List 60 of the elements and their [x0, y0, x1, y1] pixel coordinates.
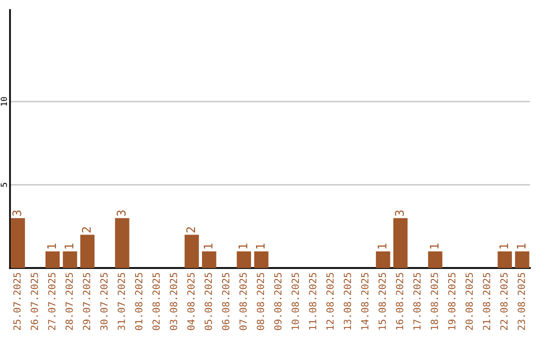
x-tick-label: 12.08.2025 — [326, 272, 334, 330]
bar — [115, 218, 130, 268]
x-tick-label: 17.08.2025 — [413, 272, 421, 330]
x-tick-label: 08.08.2025 — [256, 272, 264, 330]
data-label: 3 — [12, 210, 22, 216]
x-tick-label: 14.08.2025 — [361, 272, 368, 330]
x-tick-label: 21.08.2025 — [482, 272, 490, 330]
data-label: 1 — [499, 244, 508, 249]
x-tick-label: 09.08.2025 — [274, 272, 282, 330]
bar — [80, 234, 95, 268]
bar — [62, 251, 78, 268]
x-tick-label: 15.08.2025 — [378, 272, 386, 330]
x-tick-label: 23.08.2025 — [518, 272, 526, 330]
data-label: 1 — [378, 244, 386, 249]
bar — [393, 218, 408, 268]
y-tick-label: 10 — [0, 97, 7, 106]
data-label: 1 — [238, 244, 248, 249]
y-tick-label: 5 — [0, 182, 7, 187]
x-tick-label: 30.07.2025 — [100, 272, 108, 330]
data-label: 1 — [64, 244, 74, 249]
bar — [376, 251, 390, 268]
bar — [254, 251, 268, 268]
x-tick-label: 06.08.2025 — [222, 272, 230, 330]
x-tick-label: 07.08.2025 — [239, 272, 247, 330]
data-label: 1 — [256, 244, 265, 249]
data-label: 1 — [47, 244, 56, 249]
x-tick-label: 31.07.2025 — [118, 272, 126, 330]
x-tick-label: 01.08.2025 — [135, 272, 142, 330]
x-tick-label: 05.08.2025 — [204, 272, 212, 330]
data-label: 1 — [204, 244, 212, 249]
bar — [202, 251, 216, 268]
bar — [10, 218, 25, 268]
x-tick-label: 04.08.2025 — [187, 272, 195, 330]
x-tick-label: 11.08.2025 — [308, 272, 316, 330]
data-label: 1 — [516, 244, 526, 249]
data-label: 2 — [186, 227, 196, 232]
data-label: 3 — [394, 210, 404, 216]
x-tick-label: 29.07.2025 — [82, 272, 90, 330]
data-label: 1 — [430, 244, 439, 249]
bar — [498, 251, 512, 268]
x-tick-label: 22.08.2025 — [500, 272, 508, 330]
x-tick-label: 27.07.2025 — [48, 272, 56, 330]
bar — [184, 234, 199, 268]
data-label: 2 — [82, 227, 91, 232]
data-label: 3 — [116, 210, 126, 216]
bar — [428, 251, 442, 268]
bar — [236, 251, 252, 268]
x-tick-label: 26.07.2025 — [30, 272, 38, 330]
x-tick-label: 20.08.2025 — [465, 272, 473, 330]
x-tick-label: 19.08.2025 — [448, 272, 456, 330]
x-tick-label: 03.08.2025 — [170, 272, 178, 330]
x-tick-label: 13.08.2025 — [344, 272, 352, 330]
x-tick-label: 28.07.2025 — [65, 272, 73, 330]
bar — [515, 251, 530, 268]
x-tick-label: 25.07.2025 — [13, 272, 21, 330]
x-tick-label: 10.08.2025 — [292, 272, 299, 330]
bar — [45, 251, 60, 268]
x-tick-label: 02.08.2025 — [152, 272, 160, 330]
x-tick-label: 18.08.2025 — [430, 272, 438, 330]
x-tick-label: 16.08.2025 — [396, 272, 404, 330]
